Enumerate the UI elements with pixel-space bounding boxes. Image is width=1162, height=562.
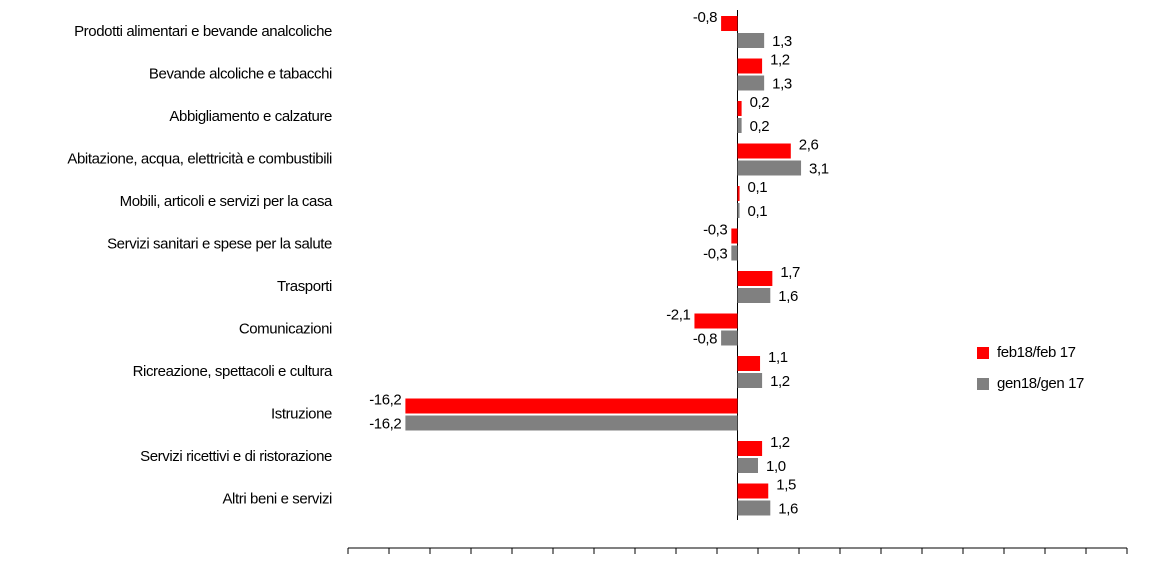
data-label: -16,2 <box>369 391 401 408</box>
data-label: -0,3 <box>703 245 727 262</box>
bar <box>737 373 763 388</box>
category-label: Servizi ricettivi e di ristorazione <box>140 448 332 465</box>
data-label: 0,2 <box>750 94 770 111</box>
legend-swatch <box>977 378 989 390</box>
legend-label: gen18/gen 17 <box>997 375 1084 392</box>
bar <box>737 203 740 218</box>
category-label: Ricreazione, spettacoli e cultura <box>133 363 333 380</box>
bar <box>737 118 742 133</box>
data-label: -0,3 <box>703 221 727 238</box>
data-label: -0,8 <box>693 9 717 26</box>
data-label: 3,1 <box>809 160 829 177</box>
category-label: Bevande alcoliche e tabacchi <box>149 65 332 82</box>
data-label: 1,0 <box>766 458 786 475</box>
bar <box>737 271 773 286</box>
bar <box>721 16 738 31</box>
data-label: -16,2 <box>369 415 401 432</box>
bar <box>737 58 763 74</box>
legend-label: feb18/feb 17 <box>997 344 1076 361</box>
data-label: 1,3 <box>772 33 792 50</box>
data-label: 2,6 <box>799 136 819 153</box>
bar <box>694 313 738 329</box>
bar <box>737 356 761 371</box>
bar <box>405 415 738 431</box>
category-label: Altri beni e servizi <box>222 490 332 507</box>
bar <box>737 33 765 48</box>
category-label: Comunicazioni <box>239 320 332 337</box>
data-label: 0,1 <box>748 179 768 196</box>
bar <box>737 288 771 303</box>
bar <box>731 245 738 261</box>
bar <box>731 228 738 244</box>
bar <box>737 160 802 176</box>
data-label: -0,8 <box>693 330 717 347</box>
bar <box>405 398 738 414</box>
bar <box>737 75 765 91</box>
bar <box>737 101 742 116</box>
data-label: 1,1 <box>768 349 788 366</box>
data-label: 1,2 <box>770 51 790 68</box>
data-label: -2,1 <box>666 306 690 323</box>
bar <box>737 143 791 159</box>
category-label: Prodotti alimentari e bevande analcolich… <box>74 23 332 40</box>
category-label: Servizi sanitari e spese per la salute <box>107 235 332 252</box>
bar <box>737 500 771 516</box>
category-label: Istruzione <box>271 405 332 422</box>
bar <box>737 441 763 456</box>
data-label: 1,5 <box>776 476 796 493</box>
bar <box>737 458 758 473</box>
data-label: 1,2 <box>770 373 790 390</box>
data-label: 1,6 <box>778 500 798 517</box>
data-label: 0,2 <box>750 118 770 135</box>
bar <box>737 483 769 499</box>
category-label: Abitazione, acqua, elettricità e combust… <box>67 150 332 167</box>
bar <box>721 330 738 346</box>
data-label: 0,1 <box>748 203 768 220</box>
category-label: Trasporti <box>277 278 332 295</box>
data-label: 1,3 <box>772 75 792 92</box>
category-label: Mobili, articoli e servizi per la casa <box>120 193 333 210</box>
data-label: 1,6 <box>778 288 798 305</box>
category-label: Abbigliamento e calzature <box>169 108 332 125</box>
data-label: 1,2 <box>770 434 790 451</box>
data-label: 1,7 <box>780 264 800 281</box>
bar <box>737 186 740 201</box>
legend-swatch <box>977 347 989 359</box>
